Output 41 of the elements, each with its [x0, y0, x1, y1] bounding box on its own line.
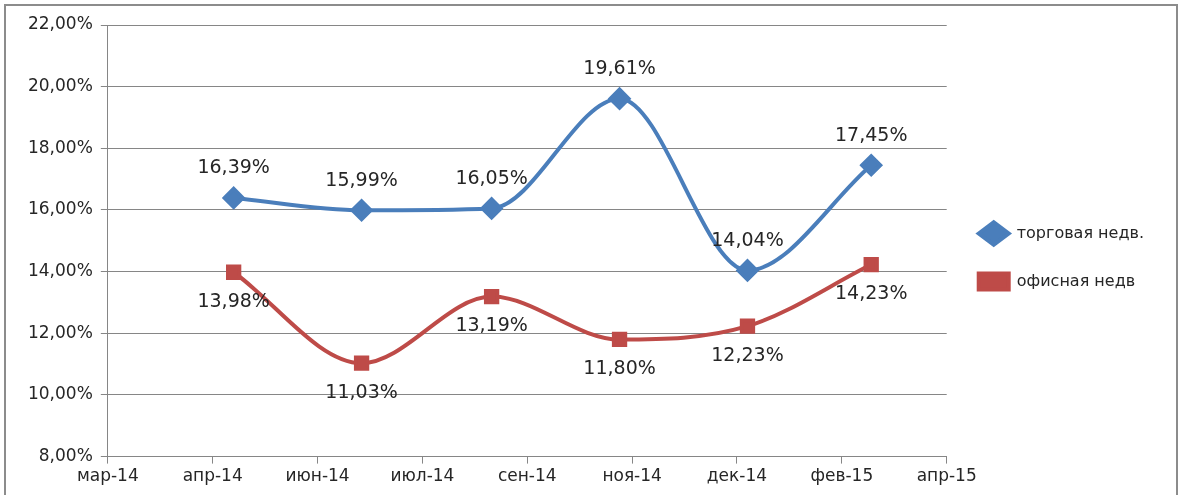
- x-tick-label: апр-14: [182, 465, 243, 486]
- y-tick-label: 14,00%: [27, 260, 93, 281]
- x-tick-label: мар-14: [76, 465, 139, 486]
- x-tick-label: ноя-14: [602, 465, 662, 486]
- x-tick-label: дек-14: [706, 465, 768, 486]
- data-label: 14,04%: [711, 227, 784, 250]
- point: [226, 264, 242, 280]
- data-label: 16,05%: [455, 165, 528, 188]
- x-tick-label: июл-14: [390, 465, 455, 486]
- data-label: 11,80%: [583, 355, 656, 378]
- legend-label: офисная недв: [1016, 270, 1136, 290]
- point: [483, 288, 500, 305]
- y-tick-label: 20,00%: [27, 75, 93, 96]
- point: [611, 331, 628, 348]
- point: [860, 154, 883, 177]
- legend-label: торговая недв.: [1016, 222, 1145, 242]
- y-tick-label: 10,00%: [27, 383, 93, 404]
- x-tick-label: сен-14: [497, 465, 557, 486]
- point: [863, 256, 879, 273]
- point: [739, 318, 756, 334]
- y-tick-label: 18,00%: [27, 136, 93, 157]
- point: [608, 87, 631, 110]
- point: [353, 355, 370, 371]
- data-label: 12,23%: [711, 342, 784, 365]
- data-label: 19,61%: [583, 56, 656, 79]
- x-tick-label: фев-15: [810, 465, 874, 486]
- point: [350, 199, 373, 222]
- y-tick-label: 8,00%: [38, 445, 93, 466]
- data-label: 16,39%: [197, 155, 270, 178]
- data-label: 13,19%: [455, 313, 528, 336]
- x-tick-label: июн-14: [285, 465, 350, 486]
- y-tick-label: 16,00%: [27, 198, 93, 219]
- y-tick-label: 12,00%: [27, 321, 93, 342]
- data-label: 17,45%: [834, 122, 908, 145]
- point: [736, 259, 759, 282]
- point: [480, 197, 503, 220]
- y-tick-label: 22,00%: [27, 13, 93, 34]
- point: [222, 186, 245, 209]
- x-tick-label: апр-15: [916, 465, 977, 486]
- data-label: 15,99%: [325, 167, 398, 190]
- data-label: 14,23%: [834, 280, 908, 303]
